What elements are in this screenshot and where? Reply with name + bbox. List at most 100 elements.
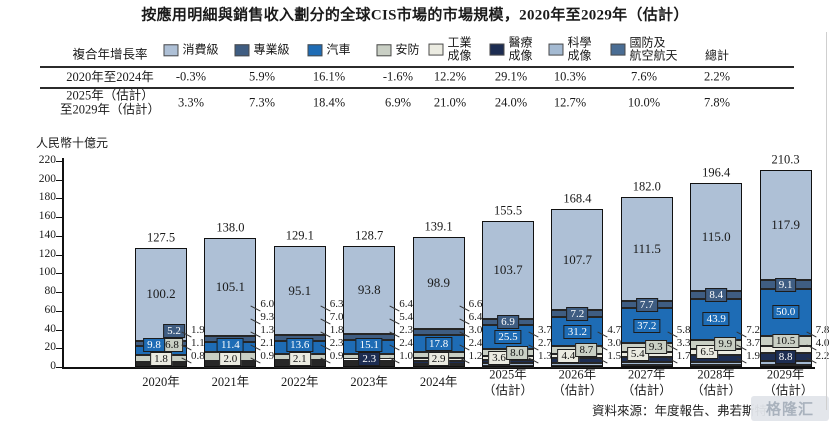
bar-outline	[412, 236, 465, 367]
callout-value: 3.7	[746, 337, 760, 349]
chart-title: 按應用明細與銷售收入劃分的全球CIS市場的市場規模，2020年至2029年（估計…	[141, 7, 689, 24]
y-tick-mark	[56, 367, 62, 368]
callout-value: 4.0	[815, 337, 830, 349]
table-rule-2	[40, 87, 794, 89]
cagr-value: 29.1%	[494, 69, 528, 84]
callout-value: 6.4	[399, 298, 413, 310]
cagr-value: 2.2%	[703, 69, 731, 84]
cagr-value: 10.3%	[553, 69, 587, 84]
segment-value-box: 6.9	[497, 314, 519, 329]
callout-value: 7.0	[329, 311, 344, 323]
segment-value-box: 7.7	[635, 297, 658, 312]
y-tick-label: 160	[38, 210, 56, 223]
y-tick-label: 0	[50, 360, 56, 372]
callout-value: 2.1	[260, 337, 275, 349]
callout-value: 2.7	[538, 337, 552, 349]
bar-segment	[482, 221, 534, 319]
x-axis-label: 2022年	[281, 375, 319, 390]
y-tick-mark	[56, 198, 62, 200]
legend-label: 安防	[395, 42, 420, 57]
bar-total-label: 138.0	[216, 220, 245, 235]
x-axis-label: 2028年 （估計）	[691, 367, 742, 397]
bar-total-label: 196.4	[702, 165, 731, 180]
callout-value: 1.2	[468, 350, 483, 362]
bar-total-label: 129.1	[285, 228, 314, 243]
callout-value: 1.3	[260, 324, 275, 336]
watermark-logo: 格隆汇	[751, 396, 829, 421]
legend-label: 工業 成像	[447, 35, 472, 63]
y-tick-label: 60	[44, 303, 57, 316]
segment-value-label: 105.1	[215, 278, 246, 294]
segment-value-box: 8.4	[705, 287, 728, 302]
segment-value-box: 8.7	[575, 343, 598, 358]
segment-value-label: 107.7	[562, 251, 593, 267]
x-axis-label: 2027年 （估計）	[621, 367, 672, 397]
y-tick-label: 40	[44, 322, 57, 335]
x-axis-label: 2020年	[142, 375, 180, 390]
cagr-value: 16.1%	[312, 69, 346, 84]
bar-outline	[482, 221, 534, 367]
callout-value: 2.3	[329, 337, 344, 349]
cagr-value: 21.0%	[433, 95, 467, 110]
x-axis-label: 2029年 （估計）	[763, 367, 814, 397]
callout-value: 5.4	[399, 311, 413, 323]
legend-swatch-7	[548, 44, 564, 56]
legend-item: 醫療 成像	[489, 36, 533, 64]
callout-value: 7.2	[746, 324, 760, 336]
bar-total-label: 139.1	[424, 219, 453, 234]
legend-item: 工業 成像	[428, 35, 472, 64]
segment-value-label: 98.9	[427, 274, 450, 290]
cagr-row-period: 2025年（估計） 至2029年（估計）	[59, 88, 161, 117]
callout-value: 4.7	[607, 324, 622, 336]
bar-total-label: 155.5	[493, 203, 523, 218]
callout-value: 6.6	[468, 298, 483, 310]
callout-value: 1.0	[399, 350, 413, 362]
y-tick-label: 180	[38, 191, 56, 204]
segment-value-box: 9.8	[143, 338, 165, 352]
legend-label: 總計	[704, 48, 730, 63]
segment-value-box: 2.0	[219, 352, 242, 366]
legend-label: 國防及 航空航天	[629, 35, 678, 63]
y-tick-mark	[56, 254, 62, 256]
callout-value: 1.9	[746, 350, 760, 362]
segment-value-box: 17.8	[424, 336, 453, 351]
x-axis-label: 2025年 （估計）	[482, 367, 534, 397]
callout-value: 1.7	[676, 350, 691, 362]
segment-value-box: 50.0	[771, 305, 800, 320]
bar-total-label: 128.7	[355, 228, 384, 243]
segment-value-box: 9.3	[644, 340, 667, 355]
cagr-value: 5.9%	[248, 69, 276, 84]
segment-value-box: 11.4	[216, 338, 244, 352]
legend-item: 消費級	[163, 42, 219, 57]
bar-segment	[343, 246, 396, 335]
segment-value-box: 3.6	[488, 351, 510, 366]
cagr-value: 18.4%	[312, 95, 346, 110]
y-tick-mark	[56, 235, 62, 237]
bar-total-label: 210.3	[771, 152, 800, 167]
segment-value-box: 13.6	[286, 338, 314, 352]
callout-value: 2.4	[399, 337, 413, 349]
legend-label: 消費級	[182, 42, 219, 57]
x-axis-label: 2024年	[419, 375, 458, 390]
legend-swatch-5	[428, 44, 444, 56]
y-axis-line	[62, 158, 64, 368]
callout-value: 0.8	[191, 350, 205, 362]
y-tick-mark	[56, 179, 62, 181]
y-tick-mark	[56, 161, 62, 162]
segment-value-label: 117.9	[771, 217, 800, 233]
y-tick-mark	[56, 329, 62, 331]
y-tick-label: 140	[38, 228, 56, 241]
legend-item: 安防	[376, 42, 420, 57]
segment-value-box: 6.5	[696, 344, 719, 359]
y-tick-label: 200	[38, 172, 56, 185]
callout-value: 5.8	[676, 324, 691, 336]
callout-value: 2.3	[399, 324, 413, 336]
segment-value-box: 8.0	[506, 345, 528, 360]
cagr-value: 12.2%	[433, 69, 467, 84]
y-tick-label: 80	[44, 285, 57, 298]
segment-value-box: 4.4	[557, 349, 580, 364]
callout-value: 9.3	[260, 311, 275, 323]
segment-value-box: 10.5	[771, 333, 800, 348]
callout-value: 3.3	[676, 337, 691, 349]
